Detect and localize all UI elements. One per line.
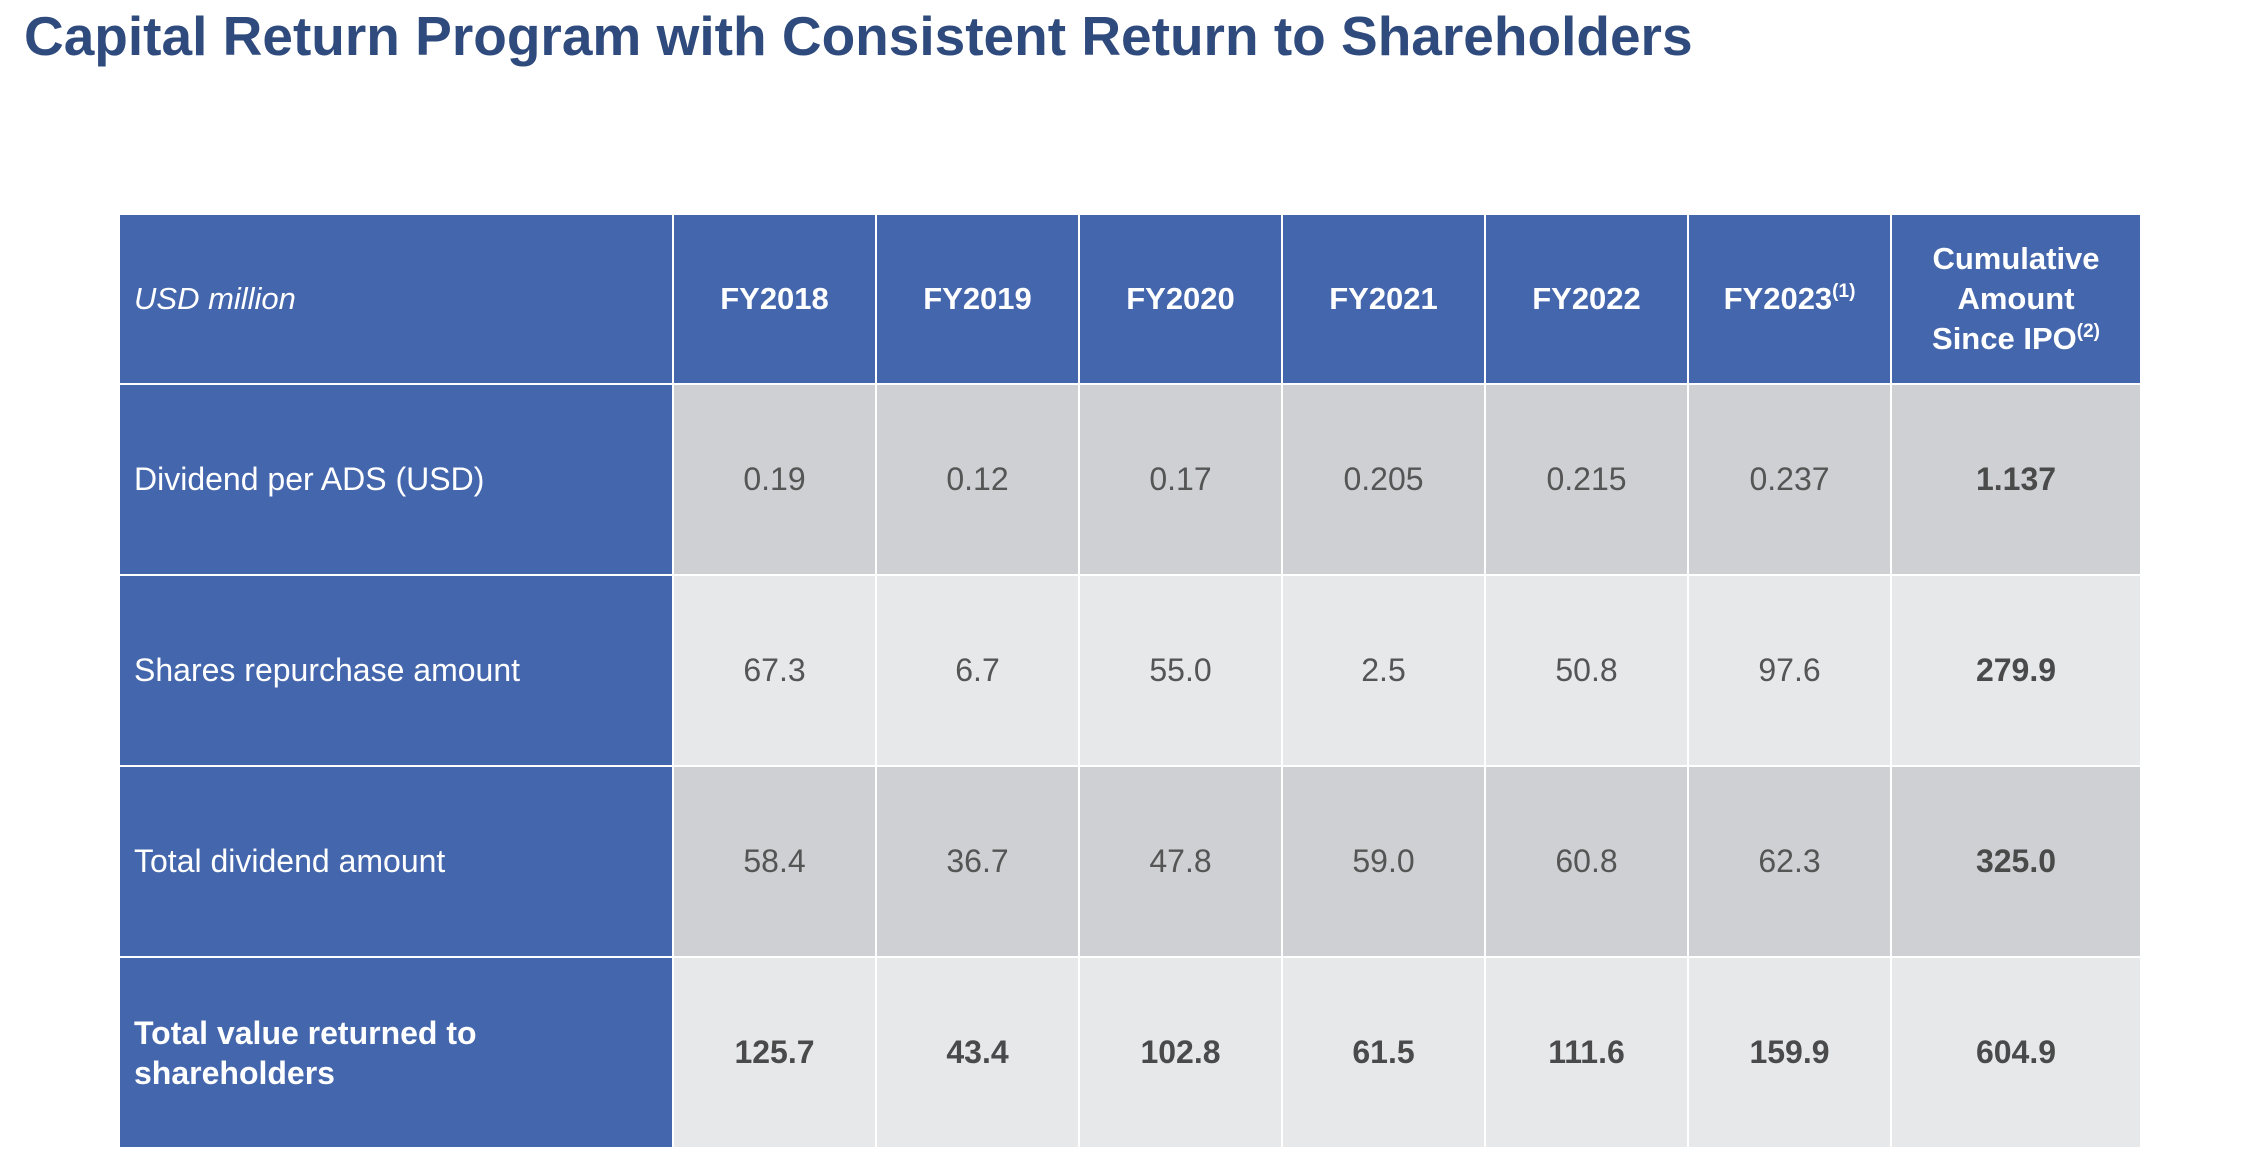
table-cell: 0.12 — [875, 383, 1080, 576]
table-cell: 67.3 — [672, 574, 877, 767]
column-header-fy2021: FY2021 — [1281, 213, 1486, 385]
table-row: Total dividend amount 58.4 36.7 47.8 59.… — [118, 765, 2142, 958]
table-cell: 0.237 — [1687, 383, 1892, 576]
cumulative-cell: 279.9 — [1890, 574, 2142, 767]
column-header-fy2019: FY2019 — [875, 213, 1080, 385]
row-label: Total value returned to shareholders — [118, 956, 674, 1149]
cumulative-cell: 325.0 — [1890, 765, 2142, 958]
table-cell: 0.215 — [1484, 383, 1689, 576]
corner-label: USD million — [118, 213, 674, 385]
table-cell: 97.6 — [1687, 574, 1892, 767]
table-cell: 61.5 — [1281, 956, 1486, 1149]
table-row: Shares repurchase amount 67.3 6.7 55.0 2… — [118, 574, 2142, 767]
row-label: Total dividend amount — [118, 765, 674, 958]
row-label: Dividend per ADS (USD) — [118, 383, 674, 576]
table-cell: 59.0 — [1281, 765, 1486, 958]
table-cell: 6.7 — [875, 574, 1080, 767]
table-cell: 58.4 — [672, 765, 877, 958]
table-cell: 47.8 — [1078, 765, 1283, 958]
table-cell: 0.205 — [1281, 383, 1486, 576]
table-cell: 102.8 — [1078, 956, 1283, 1149]
table-cell: 50.8 — [1484, 574, 1689, 767]
column-header-cumulative: Cumulative Amount Since IPO(2) — [1890, 213, 2142, 385]
table-cell: 159.9 — [1687, 956, 1892, 1149]
page-title: Capital Return Program with Consistent R… — [24, 5, 1693, 67]
table-cell: 60.8 — [1484, 765, 1689, 958]
table-header-row: USD million FY2018 FY2019 FY2020 FY2021 … — [118, 213, 2142, 385]
table-cell: 43.4 — [875, 956, 1080, 1149]
table-cell: 62.3 — [1687, 765, 1892, 958]
table-row-total: Total value returned to shareholders 125… — [118, 956, 2142, 1149]
table-cell: 0.19 — [672, 383, 877, 576]
cumulative-cell: 604.9 — [1890, 956, 2142, 1149]
table-cell: 125.7 — [672, 956, 877, 1149]
row-label: Shares repurchase amount — [118, 574, 674, 767]
table-cell: 36.7 — [875, 765, 1080, 958]
table-cell: 2.5 — [1281, 574, 1486, 767]
cumulative-cell: 1.137 — [1890, 383, 2142, 576]
column-header-fy2020: FY2020 — [1078, 213, 1283, 385]
capital-return-table: USD million FY2018 FY2019 FY2020 FY2021 … — [118, 213, 2142, 1149]
column-header-fy2023: FY2023(1) — [1687, 213, 1892, 385]
table-cell: 55.0 — [1078, 574, 1283, 767]
footnote-marker: (1) — [1832, 281, 1856, 302]
table-row: Dividend per ADS (USD) 0.19 0.12 0.17 0.… — [118, 383, 2142, 576]
column-header-fy2018: FY2018 — [672, 213, 877, 385]
table-cell: 111.6 — [1484, 956, 1689, 1149]
column-header-fy2022: FY2022 — [1484, 213, 1689, 385]
table-cell: 0.17 — [1078, 383, 1283, 576]
footnote-marker: (2) — [2076, 321, 2100, 342]
